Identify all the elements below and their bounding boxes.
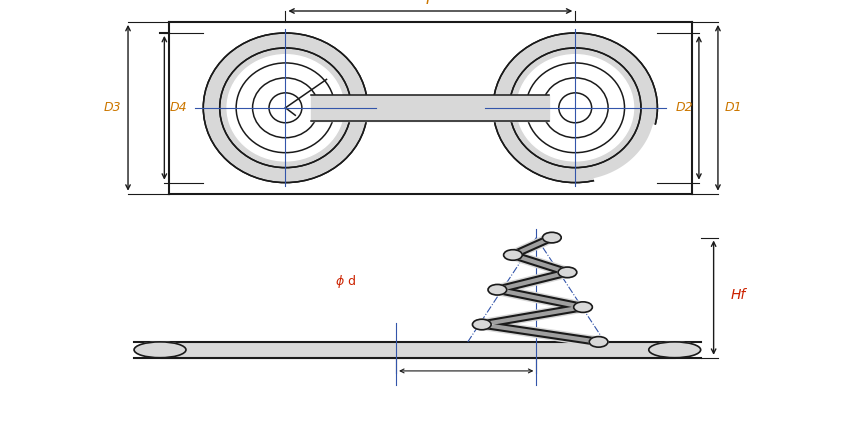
Text: $\phi$ d: $\phi$ d [336,273,356,290]
Ellipse shape [227,55,343,161]
Text: D1: D1 [725,101,742,114]
Ellipse shape [244,70,327,146]
Text: P: P [426,0,434,7]
Ellipse shape [534,70,617,146]
Text: Hf: Hf [731,288,746,302]
Ellipse shape [277,99,294,116]
Ellipse shape [134,342,186,358]
Ellipse shape [488,284,507,295]
Ellipse shape [493,33,657,183]
Ellipse shape [472,319,491,330]
Ellipse shape [260,84,311,131]
Ellipse shape [517,55,633,161]
Ellipse shape [558,267,577,278]
Ellipse shape [567,99,584,116]
Text: D3: D3 [104,101,121,114]
Ellipse shape [649,342,701,358]
Ellipse shape [550,84,600,131]
Ellipse shape [589,337,608,347]
Ellipse shape [503,250,522,260]
Text: D2: D2 [676,101,694,114]
Ellipse shape [573,302,593,312]
Ellipse shape [203,33,368,183]
Text: D4: D4 [170,101,187,114]
Ellipse shape [542,232,561,243]
